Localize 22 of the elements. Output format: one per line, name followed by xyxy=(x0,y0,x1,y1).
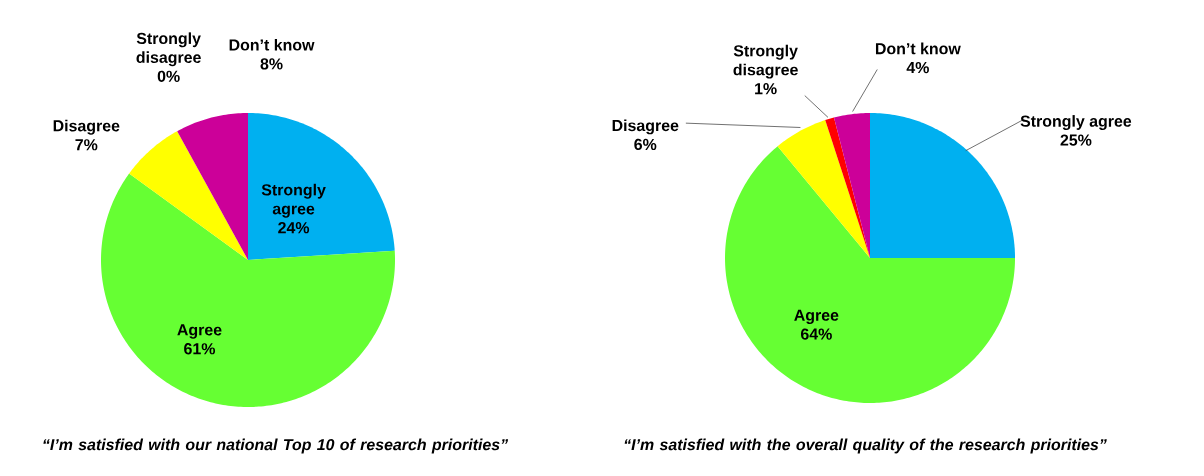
data-label: 7% xyxy=(75,139,98,151)
slice-label: Agree xyxy=(177,324,222,339)
category-label: Strongly disagree xyxy=(136,32,201,67)
slice-label: Disagree xyxy=(612,119,679,135)
text: 0% xyxy=(157,70,180,82)
slice-label: Strongly disagree xyxy=(733,44,798,79)
data-label: 61% xyxy=(184,343,216,355)
text: “I’m satisfied with our national Top 10 of research priorities” xyxy=(43,438,509,454)
slice-label: Strongly agree xyxy=(1020,115,1132,130)
data-label: 24% xyxy=(278,222,310,234)
data-label: 6% xyxy=(634,138,657,151)
text: “I’m satisfied with the overall quality of the research priorities” xyxy=(624,438,1107,454)
data-label: 64% xyxy=(800,328,832,340)
data-label: 25% xyxy=(1060,134,1092,146)
data-label: 4% xyxy=(906,61,929,74)
slice-label: Agree xyxy=(794,309,839,325)
slice-label: Disagree xyxy=(53,119,120,135)
data-label: 8% xyxy=(260,58,283,70)
slice-label: Don’t know xyxy=(875,42,961,55)
slice-label: Strongly agree xyxy=(261,183,326,218)
data-label: 1% xyxy=(755,83,777,95)
slice-label: Don’t know xyxy=(229,38,315,51)
